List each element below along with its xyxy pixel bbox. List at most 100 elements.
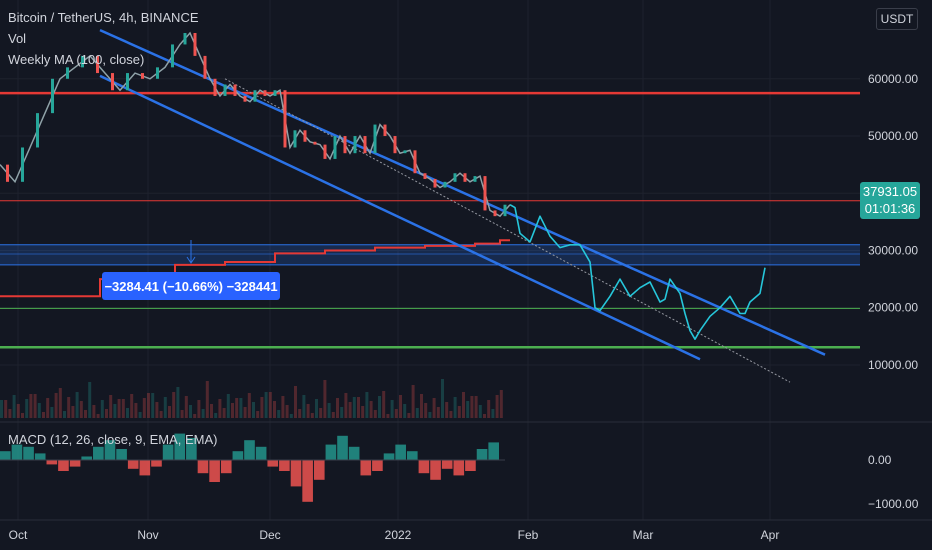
x-axis-tick-label: Feb: [518, 528, 539, 542]
volume-bar: [315, 399, 318, 418]
x-axis-tick-label: Nov: [137, 528, 158, 542]
volume-bar: [281, 396, 285, 418]
volume-bar: [71, 406, 75, 418]
volume-bar: [348, 402, 352, 418]
channel-mid-dotted-line[interactable]: [224, 78, 791, 383]
currency-button[interactable]: USDT: [876, 8, 918, 30]
price-candle: [126, 73, 129, 91]
volume-bar: [352, 397, 356, 418]
macd-histogram-bar: [313, 460, 325, 480]
volume-bar: [168, 406, 171, 418]
price-candle: [111, 73, 114, 91]
price-candle: [141, 73, 144, 79]
macd-histogram-bar: [174, 433, 186, 460]
volume-bar: [327, 403, 331, 418]
y-axis-tick-label: 30000.00: [868, 244, 918, 258]
volume-bar: [42, 412, 45, 418]
volume-bar: [445, 402, 449, 418]
price-candle: [443, 181, 447, 188]
volume-bar: [340, 407, 344, 418]
volume-bar: [25, 399, 29, 418]
volume-bar: [310, 413, 314, 418]
macd-legend[interactable]: MACD (12, 26, close, 9, EMA, EMA): [8, 432, 218, 447]
price-candle: [503, 204, 507, 217]
price-candle: [413, 150, 417, 174]
volume-bar: [487, 400, 491, 418]
macd-histogram-bar: [46, 460, 58, 465]
price-candle: [203, 55, 207, 79]
volume-bar: [235, 398, 239, 418]
price-candle: [473, 176, 477, 182]
macd-histogram-bar: [476, 449, 488, 460]
channel-lower-line[interactable]: [99, 74, 701, 361]
ma-legend[interactable]: Weekly MA (100, close): [8, 52, 145, 67]
price-candle: [233, 84, 237, 96]
macd-histogram-bar: [302, 460, 313, 502]
channel-upper-line[interactable]: [99, 28, 826, 356]
macd-histogram-bar: [220, 460, 232, 474]
macd-histogram-bar: [418, 460, 430, 474]
volume-bar: [424, 403, 428, 418]
x-axis-tick-label: Oct: [9, 528, 28, 542]
volume-bar: [155, 402, 159, 418]
last-price: 37931.05: [862, 184, 918, 199]
macd-histogram-bar: [81, 456, 93, 460]
macd-histogram-bar: [139, 460, 151, 476]
volume-bar: [273, 401, 276, 418]
volume-bar: [323, 380, 327, 418]
volume-bar: [142, 398, 146, 418]
macd-histogram-bar: [372, 460, 383, 471]
volume-bar: [218, 399, 222, 418]
symbol-title[interactable]: Bitcoin / TetherUS, 4h, BINANCE: [8, 10, 199, 25]
volume-bar: [4, 400, 8, 418]
volume-bar: [260, 397, 264, 418]
volume-bar: [268, 392, 272, 418]
x-axis-tick-label: Mar: [633, 528, 654, 542]
x-axis-tick-label: 2022: [385, 528, 412, 542]
price-candle: [273, 90, 277, 96]
support-zone[interactable]: [0, 244, 860, 265]
volume-bar: [277, 410, 281, 418]
price-candle: [51, 78, 54, 114]
y-axis-tick-label: 50000.00: [868, 129, 918, 143]
volume-bar: [344, 393, 348, 418]
volume-bar: [474, 396, 478, 418]
volume-bar: [134, 403, 138, 418]
price-candle: [463, 173, 467, 182]
price-candle: [263, 90, 267, 96]
y-axis-tick-label: 10000.00: [868, 358, 918, 372]
price-candle: [403, 150, 407, 154]
price-candle: [303, 130, 307, 142]
volume-legend[interactable]: Vol: [8, 31, 27, 46]
volume-bar: [226, 394, 230, 418]
volume-bar: [407, 413, 411, 418]
volume-bar: [441, 379, 444, 418]
macd-histogram-bar: [34, 453, 46, 460]
volume-bar: [117, 399, 121, 418]
macd-histogram-bar: [209, 460, 220, 482]
price-candle: [423, 173, 427, 179]
volume-bar: [432, 398, 436, 418]
price-candle: [96, 55, 99, 74]
price-candle: [293, 130, 297, 148]
volume-bar: [239, 398, 243, 418]
price-candle: [483, 176, 487, 211]
macd-histogram-bar: [162, 444, 174, 460]
macd-histogram-bar: [383, 453, 395, 460]
volume-bar: [369, 401, 373, 418]
volume-bar: [499, 390, 503, 418]
volume-bar: [184, 396, 188, 418]
volume-bar: [176, 387, 180, 418]
price-candle: [36, 113, 39, 148]
volume-bar: [46, 398, 50, 418]
price-candle: [493, 210, 497, 217]
price-candle: [363, 136, 367, 154]
volume-bar: [319, 408, 323, 418]
measure-arrow-head: [186, 256, 196, 264]
volume-bar: [428, 412, 432, 418]
volume-bar: [394, 409, 398, 418]
volume-bar: [449, 411, 453, 418]
projection-path[interactable]: [509, 204, 766, 341]
